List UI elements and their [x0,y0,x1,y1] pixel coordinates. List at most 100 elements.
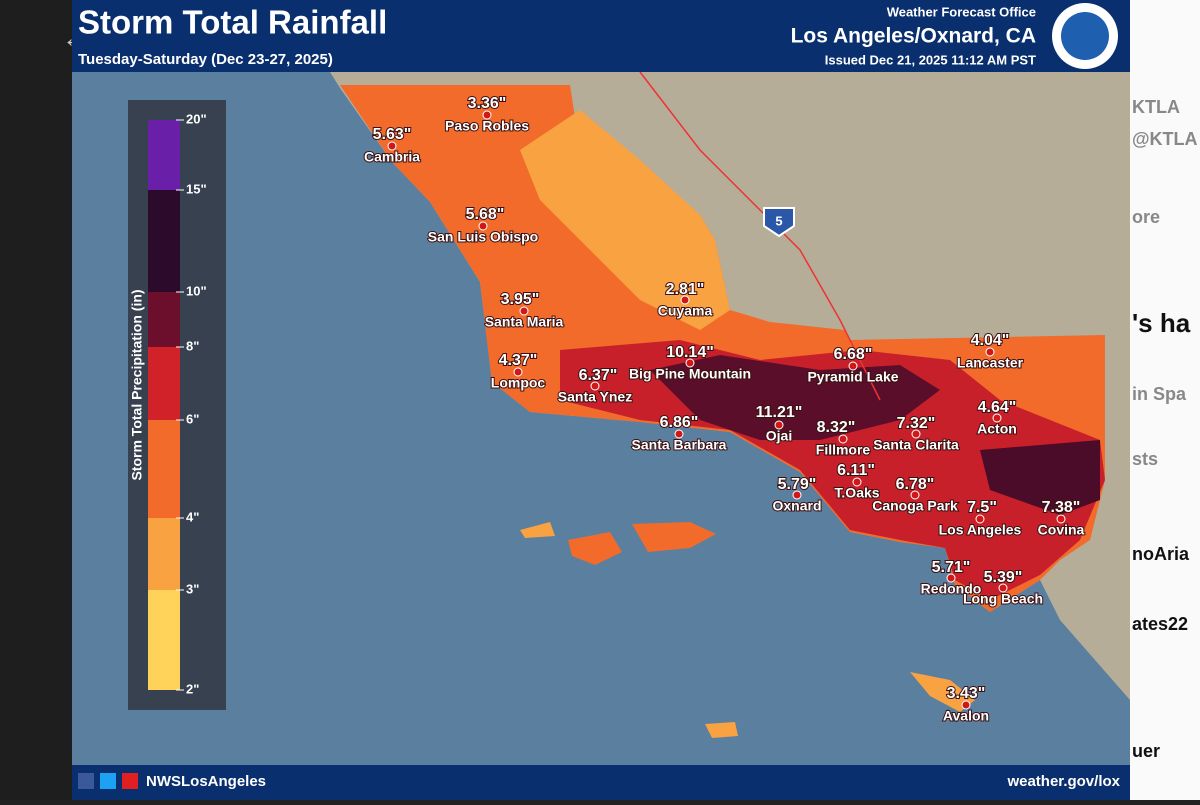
location-name: Acton [977,421,1017,437]
location-dot [852,477,862,487]
rain-amount: 5.68" [466,206,505,223]
header-bar [72,0,1130,72]
legend-tick-label: 10" [186,283,207,298]
location-dot [685,358,695,368]
rain-amount: 6.11" [837,462,875,479]
location-name: Santa Maria [485,314,564,330]
location-dot [482,110,492,120]
rain-amount: 2.81" [666,281,705,298]
rain-amount: 8.32" [817,419,856,436]
facebook-icon[interactable] [78,773,94,789]
location-dot [998,583,1008,593]
rain-amount: 3.43" [947,685,986,702]
rain-amount: 3.95" [501,291,540,308]
location-name: Long Beach [963,591,1043,607]
location-name: Los Angeles [939,522,1022,538]
location-dot [1056,514,1066,524]
legend-scale: 20" 15" 10" 8" 6" 4" 3" 2" [148,111,207,696]
location-dot [961,700,971,710]
location-name: Cambria [364,149,420,165]
legend-tick-label: 3" [186,581,199,596]
location-dot [674,429,684,439]
location-name: Santa Clarita [873,437,959,453]
location-name: Cuyama [658,303,713,319]
nws-logo-inner [1061,12,1109,60]
island [520,522,555,538]
location-name: Avalon [943,708,989,724]
title: Storm Total Rainfall [78,4,387,41]
location-dot [513,367,523,377]
legend-tick-label: 6" [186,411,199,426]
office: Los Angeles/Oxnard, CA [791,25,1036,48]
side-text: ates22 [1132,614,1188,634]
legend-swatch [148,190,180,292]
location-dot [774,420,784,430]
rain-amount: 7.5" [967,499,997,516]
rain-amount: 10.14" [666,344,714,361]
office-label: Weather Forecast Office [887,4,1036,19]
rain-amount: 6.78" [896,476,935,493]
location-dot [985,347,995,357]
rain-amount: 4.64" [978,399,1017,416]
location-dot [992,413,1002,423]
rain-amount: 3.36" [468,95,507,112]
rain-amount: 7.38" [1042,499,1081,516]
location-dot [838,434,848,444]
rain-zone-light [520,110,730,330]
legend-swatch [148,518,180,590]
island [632,522,716,552]
location-name: Pyramid Lake [807,369,898,385]
legend-swatch [148,590,180,690]
side-text: noAria [1132,544,1190,564]
youtube-icon[interactable] [122,773,138,789]
location-name: Oxnard [772,498,821,514]
location-name: T.Oaks [834,485,879,501]
location-dot [387,141,397,151]
location-dot [910,490,920,500]
rain-amount: 6.86" [660,414,699,431]
location-name: Canoga Park [872,498,958,514]
legend-title: Storm Total Precipitation (in) [129,289,145,480]
location-dot [680,295,690,305]
legend-tick-label: 20" [186,111,207,126]
location-name: Ojai [766,428,792,444]
side-text: in Spa [1132,384,1187,404]
location-name: Fillmore [816,442,871,458]
rain-amount: 7.32" [897,415,936,432]
highway-label: 5 [775,213,782,228]
location-name: Lompoc [491,375,546,391]
footer-url: weather.gov/lox [1006,773,1120,790]
location-name: Redondo [921,581,982,597]
legend-swatch [148,347,180,420]
highway-shield [763,207,795,238]
rain-amount: 11.21" [756,404,803,421]
rain-amount: 5.71" [932,559,971,576]
legend-tick-label: 8" [186,338,199,353]
rain-amount: 6.37" [579,367,618,384]
rain-amount: 4.04" [971,332,1010,349]
issued: Issued Dec 21, 2025 11:12 AM PST [825,52,1036,67]
rain-amount: 6.68" [834,346,873,363]
side-fragments: KTLA @KTLA ore 's ha in Spa sts noAria ates22 ue… [1132,97,1198,761]
side-text: ore [1132,207,1160,227]
legend-tick-label: 2" [186,681,199,696]
island [705,722,738,738]
twitter-icon[interactable] [100,773,116,789]
legend-swatch [148,120,180,190]
location-name: Santa Ynez [558,389,632,405]
footer-handle: NWSLosAngeles [146,773,266,790]
rain-amount: 5.79" [778,476,817,493]
island [568,532,622,565]
location-name: Lancaster [957,355,1024,371]
location-name: Big Pine Mountain [629,366,751,382]
rain-amount: 5.63" [373,126,412,143]
legend-tick-label: 4" [186,509,199,524]
location-name: Covina [1038,522,1085,538]
side-text: 's ha [1132,308,1191,338]
location-dot [848,361,858,371]
footer-bar [72,765,1130,800]
rain-zone-max [980,440,1100,515]
subtitle: Tuesday-Saturday (Dec 23-27, 2025) [78,51,333,68]
